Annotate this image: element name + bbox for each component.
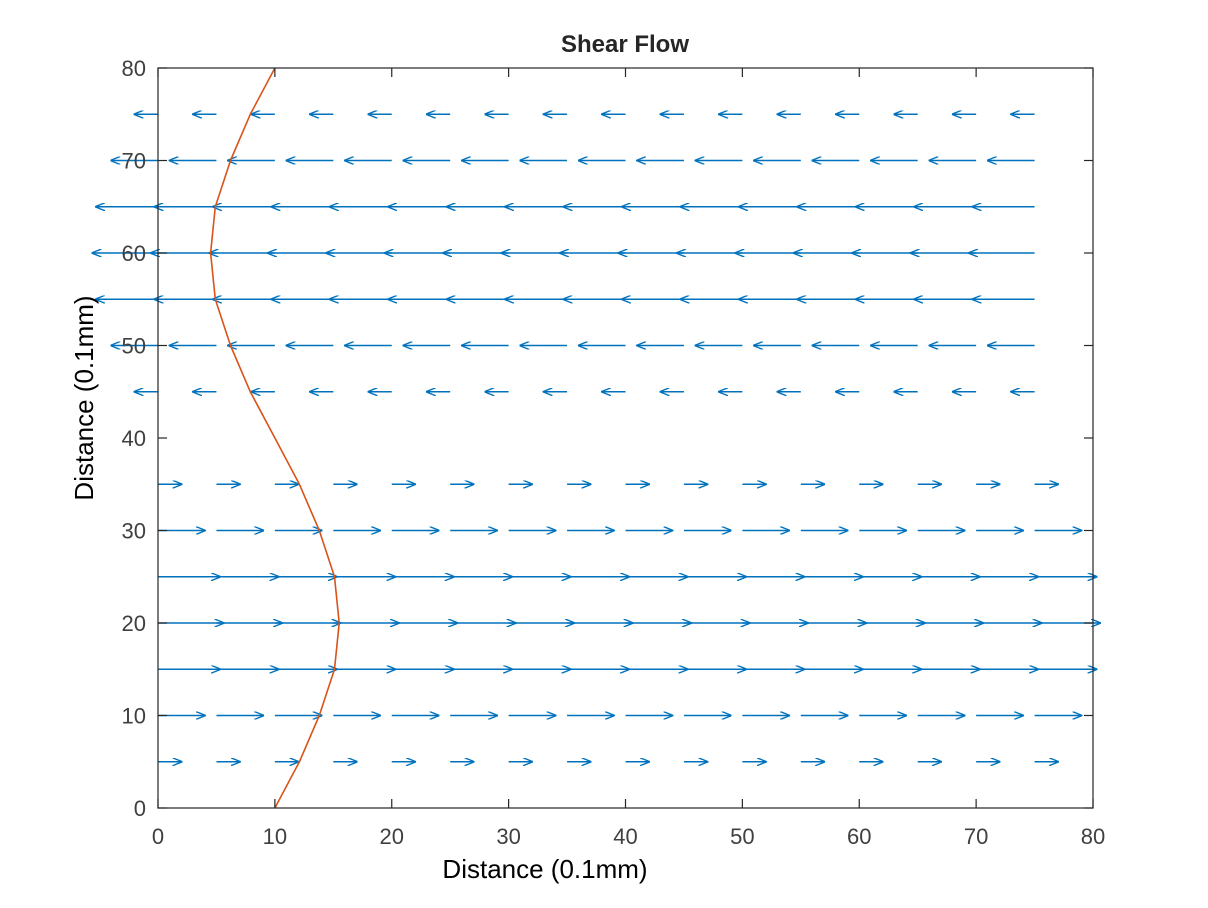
x-tick-label: 20 (380, 824, 404, 849)
x-tick-label: 0 (152, 824, 164, 849)
y-tick-label: 50 (122, 334, 146, 359)
x-tick-label: 50 (730, 824, 754, 849)
x-axis-ticks: 0 10 20 30 40 50 60 70 80 (152, 68, 1105, 849)
x-tick-label: 80 (1081, 824, 1105, 849)
chart-title: Shear Flow (561, 31, 689, 58)
y-tick-label: 20 (122, 611, 146, 636)
y-tick-label: 70 (122, 149, 146, 174)
x-tick-label: 40 (613, 824, 637, 849)
vector-field (93, 114, 1100, 762)
y-tick-label: 30 (122, 519, 146, 544)
y-axis-label: Distance (0.1mm) (69, 295, 99, 500)
y-tick-label: 60 (122, 241, 146, 266)
y-tick-label: 40 (122, 426, 146, 451)
x-tick-label: 60 (847, 824, 871, 849)
velocity-profile (209, 67, 340, 809)
x-tick-label: 10 (263, 824, 287, 849)
y-axis-ticks: 0 10 20 30 40 50 60 70 80 (122, 56, 1093, 821)
y-tick-label: 10 (122, 704, 146, 729)
y-tick-label: 80 (122, 56, 146, 81)
y-tick-label: 0 (134, 796, 146, 821)
x-tick-label: 30 (496, 824, 520, 849)
x-axis-label: Distance (0.1mm) (442, 854, 647, 884)
plot-background (158, 68, 1093, 808)
x-tick-label: 70 (964, 824, 988, 849)
profile-curve-line (209, 67, 340, 809)
